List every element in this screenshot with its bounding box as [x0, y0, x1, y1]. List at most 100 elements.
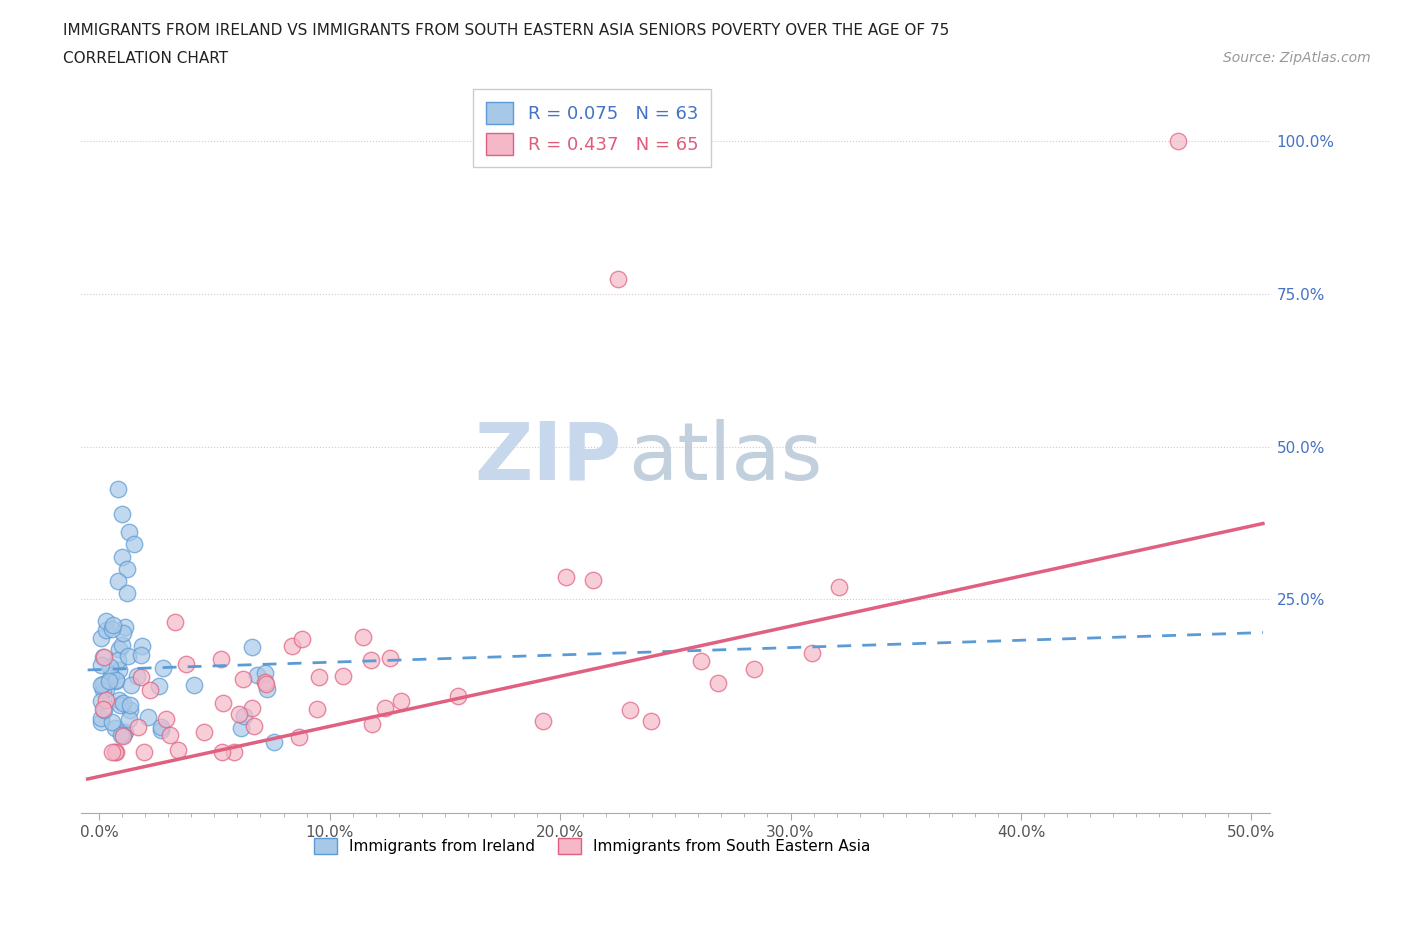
- Point: [228, 707, 250, 722]
- Point: [93, 649, 115, 664]
- Point: [115, 586, 138, 601]
- Point: [1167, 134, 1189, 149]
- Point: [111, 729, 134, 744]
- Point: [374, 700, 396, 715]
- Point: [232, 709, 254, 724]
- Point: [232, 672, 254, 687]
- Point: [361, 716, 384, 731]
- Point: [107, 663, 129, 678]
- Point: [281, 638, 304, 653]
- Point: [90, 694, 112, 709]
- Point: [112, 625, 135, 640]
- Point: [96, 682, 118, 697]
- Point: [115, 562, 138, 577]
- Point: [118, 525, 141, 539]
- Text: Source: ZipAtlas.com: Source: ZipAtlas.com: [1223, 51, 1371, 65]
- Point: [209, 652, 232, 667]
- Point: [149, 720, 172, 735]
- Point: [111, 727, 134, 742]
- Point: [103, 745, 125, 760]
- Point: [118, 702, 141, 717]
- Point: [167, 743, 190, 758]
- Point: [93, 702, 115, 717]
- Legend: Immigrants from Ireland, Immigrants from South Eastern Asia: Immigrants from Ireland, Immigrants from…: [308, 832, 876, 860]
- Point: [242, 700, 264, 715]
- Point: [149, 722, 172, 737]
- Point: [129, 670, 152, 684]
- Point: [107, 482, 129, 497]
- Point: [111, 506, 134, 521]
- Point: [353, 630, 375, 644]
- Point: [111, 637, 134, 652]
- Point: [107, 574, 129, 589]
- Point: [155, 712, 177, 727]
- Point: [91, 701, 114, 716]
- Point: [606, 272, 628, 286]
- Point: [152, 660, 174, 675]
- Point: [90, 631, 112, 645]
- Point: [118, 698, 141, 712]
- Point: [254, 674, 277, 689]
- Point: [246, 668, 269, 683]
- Point: [193, 724, 215, 739]
- Point: [254, 677, 277, 692]
- Text: ZIP: ZIP: [475, 418, 621, 497]
- Point: [389, 693, 412, 708]
- Point: [98, 659, 121, 674]
- Point: [554, 570, 576, 585]
- Point: [640, 714, 662, 729]
- Point: [183, 678, 205, 693]
- Point: [136, 710, 159, 724]
- Point: [110, 727, 132, 742]
- Point: [619, 702, 641, 717]
- Text: IMMIGRANTS FROM IRELAND VS IMMIGRANTS FROM SOUTH EASTERN ASIA SENIORS POVERTY OV: IMMIGRANTS FROM IRELAND VS IMMIGRANTS FR…: [63, 23, 949, 38]
- Point: [243, 719, 266, 734]
- Point: [360, 652, 382, 667]
- Text: CORRELATION CHART: CORRELATION CHART: [63, 51, 228, 66]
- Point: [801, 645, 824, 660]
- Point: [131, 638, 153, 653]
- Point: [127, 720, 149, 735]
- Point: [531, 713, 554, 728]
- Point: [104, 673, 127, 688]
- Point: [222, 745, 245, 760]
- Point: [134, 745, 156, 760]
- Point: [706, 675, 728, 690]
- Point: [93, 650, 115, 665]
- Point: [305, 702, 328, 717]
- Point: [101, 618, 124, 632]
- Point: [114, 620, 136, 635]
- Point: [378, 651, 401, 666]
- Point: [129, 647, 152, 662]
- Point: [240, 640, 263, 655]
- Point: [108, 693, 131, 708]
- Point: [94, 692, 117, 707]
- Point: [98, 673, 121, 688]
- Point: [582, 573, 605, 588]
- Point: [100, 745, 122, 760]
- Point: [120, 678, 142, 693]
- Point: [263, 734, 285, 749]
- Text: atlas: atlas: [627, 418, 823, 497]
- Point: [112, 696, 135, 711]
- Point: [100, 668, 122, 683]
- Point: [105, 745, 128, 760]
- Point: [104, 721, 127, 736]
- Point: [100, 621, 122, 636]
- Point: [91, 683, 114, 698]
- Point: [90, 711, 112, 725]
- Point: [127, 669, 149, 684]
- Point: [332, 669, 354, 684]
- Point: [689, 654, 711, 669]
- Point: [212, 696, 235, 711]
- Point: [91, 677, 114, 692]
- Point: [114, 724, 136, 739]
- Point: [174, 657, 197, 671]
- Point: [117, 648, 139, 663]
- Point: [122, 537, 145, 551]
- Point: [90, 678, 112, 693]
- Point: [94, 622, 117, 637]
- Point: [107, 642, 129, 657]
- Point: [107, 652, 129, 667]
- Point: [148, 679, 170, 694]
